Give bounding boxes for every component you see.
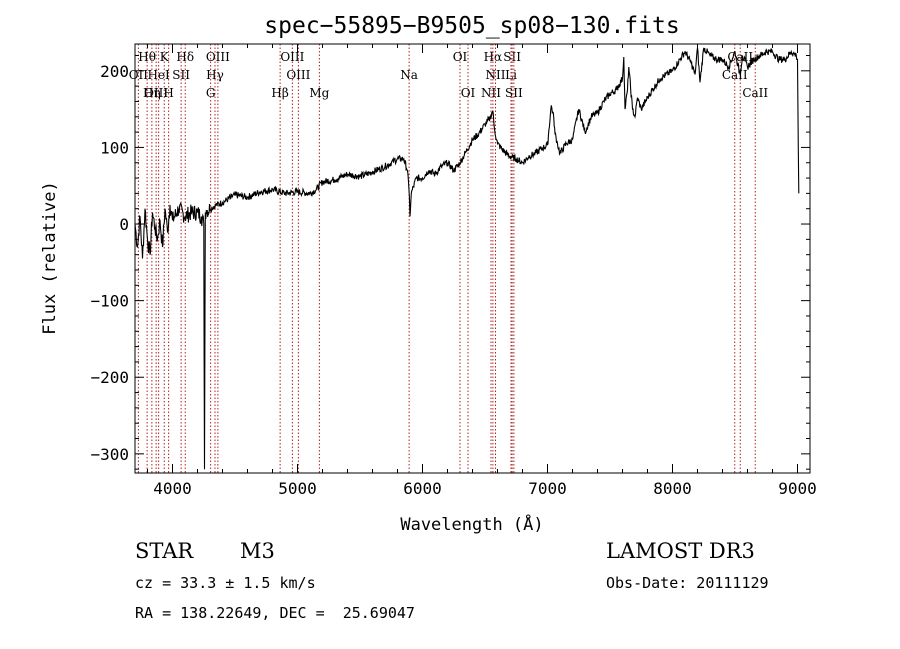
spectral-line-label: OI (461, 86, 476, 100)
x-tick-label: 5000 (278, 479, 317, 498)
y-tick-label: −100 (90, 292, 129, 311)
spectral-line-label: SII (503, 50, 521, 64)
spectral-line-label: Hα (484, 50, 503, 64)
spectrum-line (134, 47, 800, 470)
y-tick-label: 200 (100, 62, 129, 81)
plot-frame (134, 43, 811, 474)
x-tick-label: 7000 (528, 479, 567, 498)
spectral-line-label: Hη (143, 86, 161, 100)
spectral-line-label: K (160, 50, 170, 64)
spectral-line-label: OIII (144, 86, 168, 100)
chart-title: spec−55895−B9505_sp08−130.fits (264, 13, 679, 39)
spectral-line-label: OIII (206, 50, 230, 64)
spectral-line-label: OIII (286, 68, 310, 82)
spectral-line-label: SII (505, 86, 523, 100)
spectral-line-label: H (163, 86, 173, 100)
observation-date: Obs-Date: 20111129 (606, 574, 769, 592)
axis-ticks: 4000 5000 6000 7000 8000 9000 −300 −200 −100 0 100… (90, 44, 817, 498)
spectral-line-label: Li (505, 68, 517, 82)
y-tick-label: 100 (100, 138, 129, 157)
y-tick-label: −200 (90, 368, 129, 387)
spectral-line-label: Mg (309, 86, 329, 100)
spectral-line-label: Hθ (138, 50, 156, 64)
spectral-line-label: Na (400, 68, 418, 82)
redshift-velocity: cz = 33.3 ± 1.5 km/s (135, 574, 316, 592)
object-class: STAR (135, 539, 194, 563)
x-tick-label: 6000 (403, 479, 442, 498)
coordinates: RA = 138.22649, DEC = 25.69047 (135, 604, 415, 622)
spectral-line-label: CaII (742, 86, 768, 100)
survey-name: LAMOST DR3 (606, 539, 755, 563)
x-tick-label: 8000 (653, 479, 692, 498)
spectral-line-label: Hβ (271, 86, 288, 100)
spectral-line-label: G (206, 86, 216, 100)
spectral-line-label: Hγ (206, 68, 224, 82)
spectral-line-label: SII (172, 68, 190, 82)
x-tick-label: 9000 (778, 479, 817, 498)
spectral-line-label: NII (486, 68, 506, 82)
spectral-line-label: HeI (147, 68, 170, 82)
spectral-line-label: Hδ (176, 50, 194, 64)
spectral-line-label: CaII (722, 68, 748, 82)
y-tick-label: 0 (119, 215, 129, 234)
spectral-line-label: OII (129, 68, 149, 82)
y-tick-label: −300 (90, 445, 129, 464)
x-tick-label: 4000 (153, 479, 192, 498)
y-axis-label: Flux (relative) (40, 181, 60, 335)
spectral-line-label: OI (453, 50, 468, 64)
spectral-line-label: NII (481, 86, 501, 100)
x-axis-label: Wavelength (Å) (400, 513, 543, 535)
spectral-line-label: OIII (280, 50, 304, 64)
object-subclass: M3 (240, 539, 275, 563)
